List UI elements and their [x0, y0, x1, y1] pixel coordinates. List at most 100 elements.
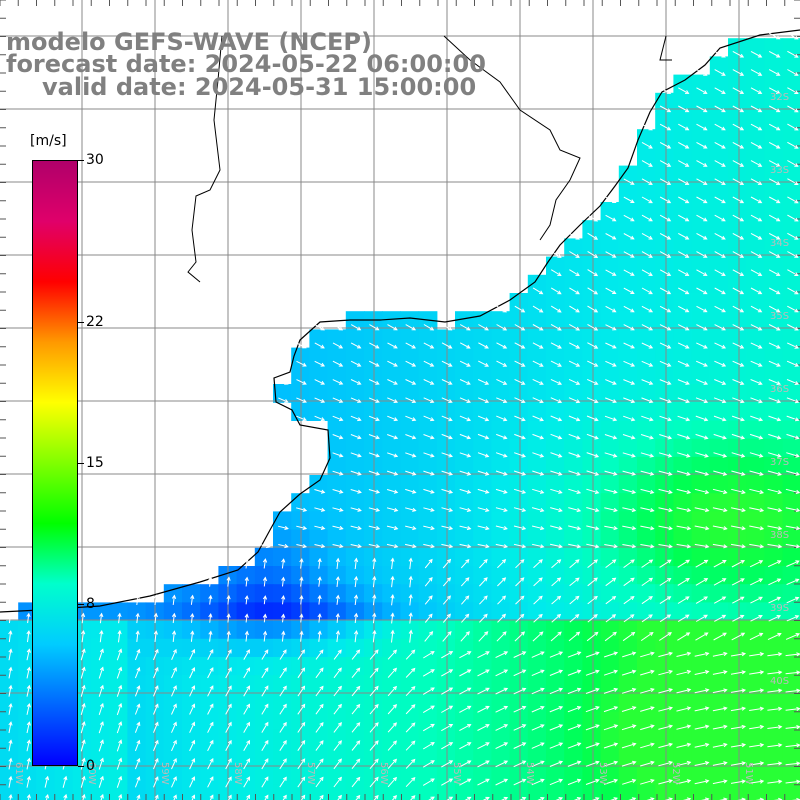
speed-cell [436, 529, 456, 549]
speed-cell [345, 638, 365, 658]
speed-cell [163, 675, 183, 694]
wind-arrow [532, 287, 544, 295]
speed-cell [182, 766, 201, 785]
wind-arrow [641, 305, 654, 313]
speed-cell [436, 511, 456, 531]
wind-arrow [640, 488, 655, 494]
wind-arrow [496, 433, 508, 440]
speed-cell [109, 620, 128, 640]
wind-arrow [207, 739, 214, 752]
wind-arrow [568, 378, 581, 385]
wind-arrow [441, 379, 453, 385]
speed-cell [91, 602, 110, 622]
speed-cell [400, 438, 420, 458]
speed-cell [746, 202, 765, 221]
wind-arrow [314, 324, 325, 331]
wind-arrow [226, 594, 231, 605]
speed-cell [127, 620, 147, 640]
wind-arrow [117, 629, 122, 643]
speed-cell [345, 766, 365, 785]
latitude-label: 36S [770, 384, 789, 395]
wind-arrow [714, 214, 726, 222]
speed-cell [400, 347, 420, 367]
speed-cell [637, 766, 656, 785]
speed-cell [109, 693, 128, 713]
wind-arrow [696, 196, 708, 204]
speed-cell [345, 329, 365, 349]
speed-cell [491, 784, 511, 800]
speed-cell [327, 602, 347, 622]
wind-arrow [586, 378, 599, 385]
wind-arrow [422, 723, 435, 732]
speed-cell [764, 183, 784, 203]
wind-arrow [261, 721, 269, 733]
wind-arrow [387, 379, 398, 385]
wind-arrow [750, 69, 763, 76]
speed-cell [0, 766, 19, 785]
wind-arrow [585, 724, 600, 731]
wind-arrow [605, 614, 617, 623]
speed-cell [182, 602, 201, 622]
wind-arrow [98, 702, 104, 716]
wind-arrow [279, 685, 287, 697]
wind-arrow [337, 794, 342, 800]
speed-cell [746, 475, 765, 494]
wind-arrow [622, 507, 637, 513]
wind-arrow [98, 648, 104, 661]
speed-cell [400, 784, 420, 800]
speed-cell [127, 657, 147, 676]
wind-arrow [732, 69, 745, 76]
wind-arrow [678, 305, 690, 313]
wind-arrow [351, 703, 361, 715]
speed-cell [509, 347, 529, 367]
wind-arrow [677, 433, 691, 440]
speed-cell [673, 92, 693, 112]
speed-cell [655, 529, 674, 549]
wind-arrow [713, 470, 728, 476]
wind-arrow [513, 488, 527, 494]
colorbar-tick-label: 0 [86, 758, 95, 774]
speed-cell [273, 638, 292, 658]
wind-arrow [678, 269, 690, 276]
speed-cell [364, 365, 383, 385]
speed-cell [655, 729, 674, 749]
wind-arrow [405, 324, 417, 331]
wind-arrow [441, 433, 453, 440]
speed-cell [491, 329, 511, 349]
speed-cell [309, 729, 329, 749]
wind-arrow [368, 452, 380, 458]
wind-arrow [134, 757, 141, 770]
wind-arrow [441, 687, 454, 695]
speed-cell [600, 529, 620, 549]
speed-cell [564, 293, 583, 312]
speed-cell [436, 329, 456, 349]
speed-cell [236, 766, 256, 785]
wind-arrow [785, 525, 800, 531]
wind-arrow [297, 703, 306, 715]
wind-arrow [587, 214, 599, 222]
speed-cell [764, 129, 784, 148]
speed-cell [382, 638, 401, 658]
wind-arrow [208, 594, 213, 605]
speed-cell [673, 638, 693, 658]
wind-arrow [586, 415, 599, 422]
speed-cell [655, 220, 674, 239]
wind-arrow [387, 740, 397, 751]
wind-arrow [405, 397, 417, 403]
wind-arrow [641, 269, 653, 276]
speed-cell [600, 256, 620, 276]
speed-cell [345, 584, 365, 603]
wind-arrow [604, 434, 618, 440]
wind-arrow [768, 251, 781, 258]
wind-arrow [153, 630, 158, 642]
wind-arrow [605, 324, 617, 331]
wind-arrow [550, 342, 562, 349]
speed-cell [182, 675, 201, 694]
wind-arrow [296, 360, 307, 367]
wind-arrow [262, 613, 268, 623]
wind-arrow [335, 594, 340, 605]
wind-arrow [730, 706, 747, 712]
wind-arrow [315, 685, 324, 697]
speed-cell [273, 384, 292, 403]
speed-cell [163, 584, 183, 603]
